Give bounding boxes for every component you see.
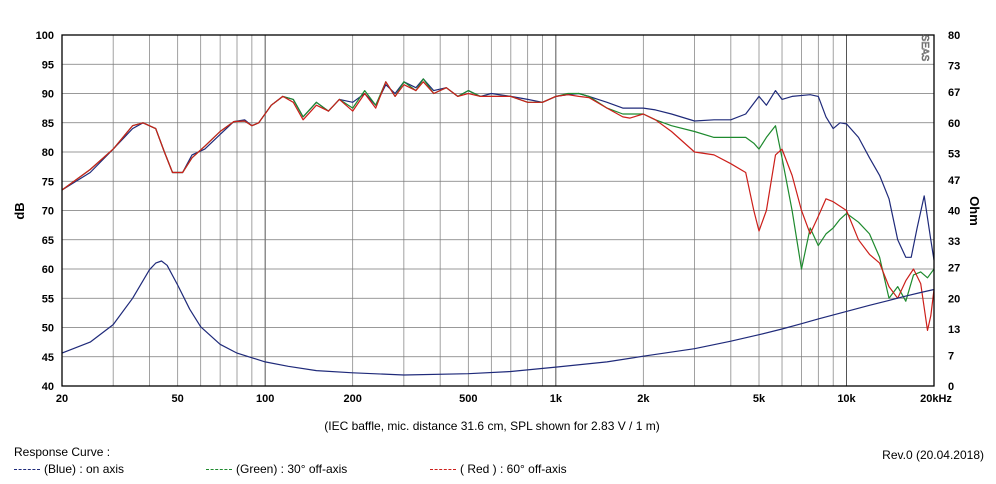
brand-watermark: SEAS (919, 35, 930, 62)
legend-label: (Blue) : on axis (44, 462, 125, 476)
y-tick-label: 95 (42, 59, 54, 71)
y-axis-label: dB (12, 202, 27, 219)
x-tick-label: 5k (753, 393, 766, 405)
x-tick-label: 20kHz (920, 393, 952, 405)
y2-tick-label: 40 (948, 206, 960, 218)
response-curve-1 (61, 78, 935, 302)
legend-item-30-off-axis: (Green) : 30° off-axis (206, 462, 347, 476)
legend-swatch (430, 469, 456, 471)
frequency-response-chart: 40 45 50 55 60 65 70 75 80 85 90 95 100 0 7 13 20 27 33 40… (12, 30, 982, 433)
y2-tick-label: 67 (948, 87, 960, 99)
y-tick-label: 75 (42, 176, 54, 188)
y2-tick-label: 33 (948, 236, 960, 248)
chart-caption: (IEC baffle, mic. distance 31.6 cm, SPL … (324, 419, 659, 433)
legend-title: Response Curve : (14, 445, 111, 459)
y-tick-label: 100 (36, 30, 54, 42)
y2-tick-label: 20 (948, 293, 960, 305)
x-tick-label: 500 (459, 393, 477, 405)
y-tick-label: 45 (42, 352, 54, 364)
legend-label: (Green) : 30° off-axis (236, 462, 348, 476)
plot-frame (61, 34, 935, 387)
x-tick-label: 200 (343, 393, 361, 405)
y2-tick-label: 60 (948, 118, 960, 130)
x-tick-label: 100 (256, 393, 274, 405)
y-tick-label: 65 (42, 235, 54, 247)
left-tick-labels: 40 45 50 55 60 65 70 75 80 85 90 95 100 (36, 30, 54, 393)
y-tick-label: 90 (42, 89, 54, 101)
y2-tick-label: 47 (948, 175, 960, 187)
y-tick-label: 50 (42, 323, 54, 335)
response-curves (61, 78, 935, 376)
right-tick-labels: 0 7 13 20 27 33 40 47 53 60 67 73 80 (948, 30, 960, 393)
y2-tick-label: 0 (948, 381, 954, 393)
legend-swatch (206, 469, 232, 471)
legend-item-on-axis: (Blue) : on axis (14, 462, 124, 476)
y-tick-label: 80 (42, 147, 54, 159)
x-tick-labels: 20 50 100 200 500 1k 2k 5k 10k 20kHz (56, 393, 953, 405)
x-tick-label: 20 (56, 393, 68, 405)
y-tick-label: 85 (42, 118, 54, 130)
y2-tick-label: 80 (948, 30, 960, 42)
y2-tick-label: 53 (948, 148, 960, 160)
response-curve-0 (61, 78, 935, 261)
y-tick-label: 70 (42, 206, 54, 218)
legend-label: ( Red ) : 60° off-axis (460, 462, 567, 476)
y-tick-label: 40 (42, 381, 54, 393)
grid-lines (62, 35, 934, 386)
x-tick-label: 2k (637, 393, 650, 405)
y-tick-label: 60 (42, 264, 54, 276)
legend-item-60-off-axis: ( Red ) : 60° off-axis (430, 462, 567, 476)
x-tick-label: 50 (172, 393, 184, 405)
y-tick-label: 55 (42, 293, 54, 305)
response-curve-2 (61, 81, 935, 331)
x-tick-label: 1k (550, 393, 563, 405)
y2-axis-label: Ohm (967, 196, 982, 226)
revision-label: Rev.0 (20.04.2018) (882, 448, 984, 462)
legend-swatch (14, 469, 40, 471)
y2-tick-label: 27 (948, 263, 960, 275)
y2-tick-label: 7 (948, 350, 954, 362)
x-tick-label: 10k (837, 393, 856, 405)
y2-tick-label: 73 (948, 61, 960, 73)
impedance-curve (61, 260, 935, 376)
y2-tick-label: 13 (948, 324, 960, 336)
